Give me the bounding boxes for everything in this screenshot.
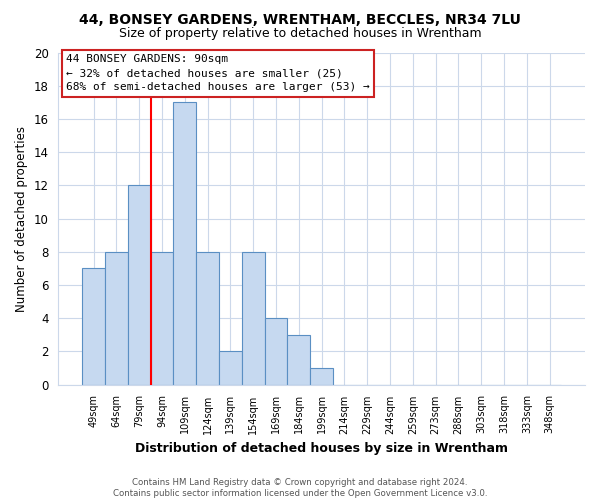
Bar (196, 252, 219, 384)
Y-axis label: Number of detached properties: Number of detached properties (15, 126, 28, 312)
Bar (82, 268, 105, 384)
Text: 44, BONSEY GARDENS, WRENTHAM, BECCLES, NR34 7LU: 44, BONSEY GARDENS, WRENTHAM, BECCLES, N… (79, 12, 521, 26)
Bar (128, 186, 151, 384)
Text: Contains HM Land Registry data © Crown copyright and database right 2024.
Contai: Contains HM Land Registry data © Crown c… (113, 478, 487, 498)
Bar (151, 252, 173, 384)
Bar (265, 318, 287, 384)
Text: 44 BONSEY GARDENS: 90sqm
← 32% of detached houses are smaller (25)
68% of semi-d: 44 BONSEY GARDENS: 90sqm ← 32% of detach… (66, 54, 370, 92)
Bar (242, 252, 265, 384)
Bar (287, 335, 310, 384)
Bar (310, 368, 333, 384)
Text: Size of property relative to detached houses in Wrentham: Size of property relative to detached ho… (119, 28, 481, 40)
Bar (219, 352, 242, 384)
Bar (173, 102, 196, 384)
X-axis label: Distribution of detached houses by size in Wrentham: Distribution of detached houses by size … (135, 442, 508, 455)
Bar (105, 252, 128, 384)
